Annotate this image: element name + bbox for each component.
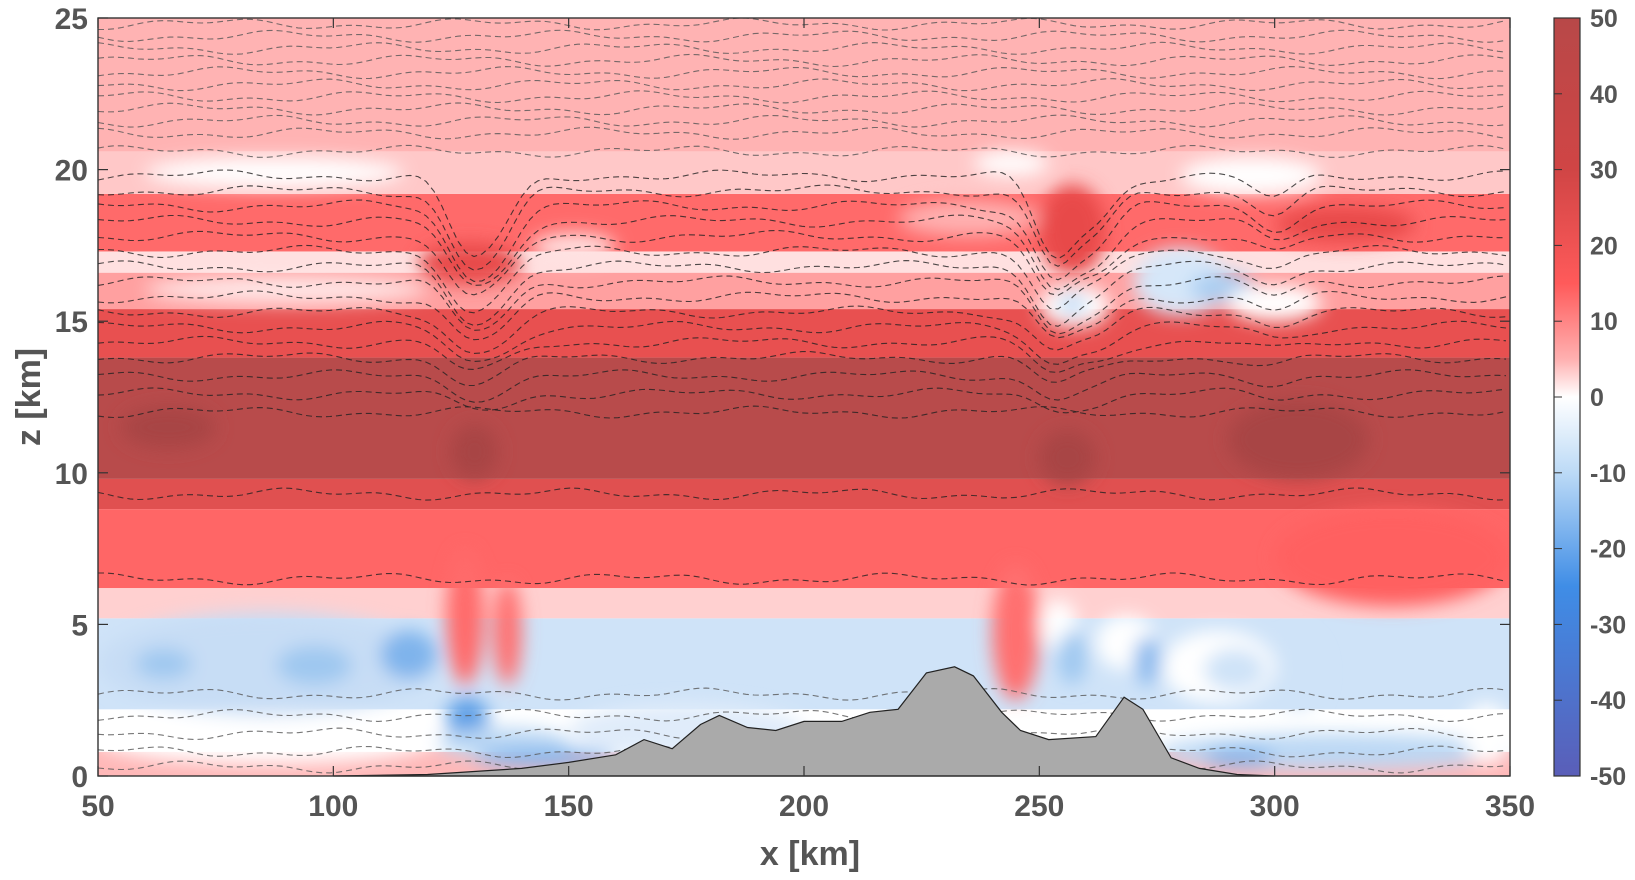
x-tick-label: 150 <box>544 790 594 823</box>
colorbar-tick-label: 40 <box>1590 81 1618 109</box>
colorbar-tick-label: -50 <box>1590 763 1626 791</box>
contour-lines <box>98 18 1507 774</box>
x-axis-label: x [km] <box>760 835 860 873</box>
colorbar-tick-label: 10 <box>1590 308 1618 336</box>
x-tick-label: 300 <box>1250 790 1300 823</box>
y-tick-label: 0 <box>71 761 88 794</box>
colorbar-tick-label: -10 <box>1590 460 1626 488</box>
colorbar-tick-label: 0 <box>1590 384 1604 412</box>
y-tick-label: 5 <box>71 609 88 642</box>
colorbar-tick-label: -30 <box>1590 611 1626 639</box>
colorbar-tick-label: -20 <box>1590 536 1626 564</box>
x-tick-label: 50 <box>81 790 114 823</box>
x-tick-label: 200 <box>779 790 829 823</box>
y-tick-label: 10 <box>55 458 88 491</box>
y-axis-label: z [km] <box>10 348 48 446</box>
y-tick-label: 20 <box>55 155 88 188</box>
heat-field <box>98 18 1510 776</box>
x-tick-label: 350 <box>1485 790 1535 823</box>
x-tick-label: 100 <box>308 790 358 823</box>
terrain-silhouette <box>333 666 1275 777</box>
colorbar-tick-label: 20 <box>1590 232 1618 260</box>
x-tick-label: 250 <box>1014 790 1064 823</box>
y-tick-label: 15 <box>55 306 88 339</box>
colorbar-tick-label: -40 <box>1590 687 1626 715</box>
y-axis-ticks: 0 5 10 15 20 25 <box>55 3 1510 794</box>
colorbar-tick-label: 30 <box>1590 157 1618 185</box>
y-tick-label: 25 <box>55 3 88 36</box>
x-axis-ticks: 50 100 150 200 250 300 350 <box>81 18 1535 823</box>
colorbar-tick-label: 50 <box>1590 5 1618 33</box>
colorbar-ticks: 50 40 30 20 10 0 -10 -20 -30 -40 -50 <box>1554 5 1626 791</box>
